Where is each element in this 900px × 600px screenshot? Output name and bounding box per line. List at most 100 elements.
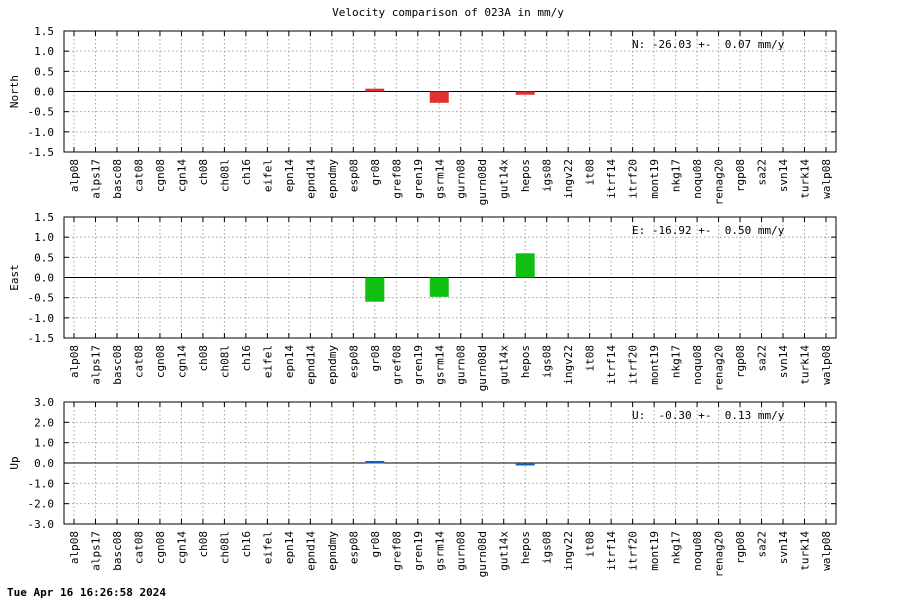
category-label-it08: it08 xyxy=(584,159,597,186)
category-label-alp08: alp08 xyxy=(68,159,81,192)
category-label-eifel: eifel xyxy=(261,159,274,192)
category-label-gsrm14: gsrm14 xyxy=(433,345,446,385)
category-label-hepos: hepos xyxy=(519,531,532,564)
category-label-renag20: renag20 xyxy=(713,531,726,577)
ylabel-east: East xyxy=(8,264,21,291)
category-label-renag20: renag20 xyxy=(713,159,726,205)
category-label-gr08: gr08 xyxy=(369,159,382,186)
ytick-label: 1.0 xyxy=(34,231,54,244)
category-label-walp08: walp08 xyxy=(820,345,833,385)
category-label-alp08: alp08 xyxy=(68,531,81,564)
category-label-itrf20: itrf20 xyxy=(627,345,640,385)
category-label-igs08: igs08 xyxy=(541,531,554,564)
ytick-label: 0.0 xyxy=(34,86,54,99)
category-label-alps17: alps17 xyxy=(89,159,102,199)
category-label-ch16: ch16 xyxy=(240,531,253,558)
category-label-gurn08: gurn08 xyxy=(455,531,468,571)
annotation-north: N: -26.03 +- 0.07 mm/y xyxy=(632,38,785,51)
ytick-label: 0.5 xyxy=(34,65,54,78)
category-label-gr08: gr08 xyxy=(369,345,382,372)
category-label-sa22: sa22 xyxy=(756,345,769,372)
category-label-itrf20: itrf20 xyxy=(627,531,640,571)
category-label-noqu08: noqu08 xyxy=(691,159,704,199)
category-label-gref08: gref08 xyxy=(390,531,403,571)
category-label-mont19: mont19 xyxy=(648,159,661,199)
category-label-nkg17: nkg17 xyxy=(670,531,683,564)
bar-gsrm14 xyxy=(430,278,449,297)
category-label-gsrm14: gsrm14 xyxy=(433,531,446,571)
category-label-eifel: eifel xyxy=(261,531,274,564)
category-label-gr08: gr08 xyxy=(369,531,382,558)
category-label-cgn14: cgn14 xyxy=(175,531,188,564)
ytick-label: -1.5 xyxy=(28,146,55,159)
category-label-gut14x: gut14x xyxy=(498,531,511,571)
category-label-rgp08: rgp08 xyxy=(734,345,747,378)
category-label-epnd14: epnd14 xyxy=(304,159,317,199)
ylabel-up: Up xyxy=(8,456,21,469)
ytick-label: 2.0 xyxy=(34,416,54,429)
chart-title: Velocity comparison of 023A in mm/y xyxy=(332,6,564,19)
category-label-basc08: basc08 xyxy=(111,159,124,199)
ytick-label: 1.5 xyxy=(34,211,54,224)
category-label-cgn08: cgn08 xyxy=(154,345,167,378)
category-label-igs08: igs08 xyxy=(541,345,554,378)
category-label-cgn14: cgn14 xyxy=(175,159,188,192)
category-label-hepos: hepos xyxy=(519,159,532,192)
category-label-mont19: mont19 xyxy=(648,345,661,385)
category-label-walp08: walp08 xyxy=(820,159,833,199)
category-label-alps17: alps17 xyxy=(89,531,102,571)
category-label-sa22: sa22 xyxy=(756,159,769,186)
category-label-sa22: sa22 xyxy=(756,531,769,558)
chart-panels: 1.5 1.0 0.5 0.0 -0.5 -1.0 -1.5 alp08 alps17 basc0… xyxy=(8,25,836,577)
category-label-hepos: hepos xyxy=(519,345,532,378)
category-label-ch08l: ch08l xyxy=(218,531,231,564)
annotation-east: E: -16.92 +- 0.50 mm/y xyxy=(632,224,785,237)
category-label-ch08: ch08 xyxy=(197,531,210,558)
category-label-noqu08: noqu08 xyxy=(691,531,704,571)
category-label-epndmy: epndmy xyxy=(326,159,339,199)
category-label-itrf14: itrf14 xyxy=(605,345,618,385)
category-label-cgn14: cgn14 xyxy=(175,345,188,378)
category-label-ch08l: ch08l xyxy=(218,159,231,192)
category-label-epndmy: epndmy xyxy=(326,531,339,571)
ytick-label: -2.0 xyxy=(28,498,55,511)
category-label-cgn08: cgn08 xyxy=(154,159,167,192)
category-label-rgp08: rgp08 xyxy=(734,531,747,564)
category-label-gurn08d: gurn08d xyxy=(476,531,489,577)
category-label-ch08: ch08 xyxy=(197,345,210,372)
category-label-gref08: gref08 xyxy=(390,345,403,385)
category-label-gurn08d: gurn08d xyxy=(476,159,489,205)
category-label-ch16: ch16 xyxy=(240,159,253,186)
ytick-label: -0.5 xyxy=(28,292,55,305)
category-label-gurn08d: gurn08d xyxy=(476,345,489,391)
category-label-nkg17: nkg17 xyxy=(670,159,683,192)
category-label-gren19: gren19 xyxy=(412,531,425,571)
category-label-itrf14: itrf14 xyxy=(605,159,618,199)
category-label-basc08: basc08 xyxy=(111,345,124,385)
ytick-label: -1.0 xyxy=(28,477,55,490)
bar-gr08 xyxy=(365,89,384,92)
category-label-noqu08: noqu08 xyxy=(691,345,704,385)
category-label-epnd14: epnd14 xyxy=(304,531,317,571)
ytick-label: -1.0 xyxy=(28,126,55,139)
category-label-gren19: gren19 xyxy=(412,159,425,199)
panel-up: 3.0 2.0 1.0 0.0 -1.0 -2.0 -3.0 alp08 alps17 basc0… xyxy=(8,396,836,577)
category-label-epn14: epn14 xyxy=(283,345,296,378)
category-label-gut14x: gut14x xyxy=(498,159,511,199)
category-label-it08: it08 xyxy=(584,345,597,372)
category-label-turk14: turk14 xyxy=(799,159,812,199)
ytick-label: -1.0 xyxy=(28,312,55,325)
ytick-label: 1.0 xyxy=(34,45,54,58)
category-label-alp08: alp08 xyxy=(68,345,81,378)
category-label-gref08: gref08 xyxy=(390,159,403,199)
category-label-gut14x: gut14x xyxy=(498,345,511,385)
category-label-esp08: esp08 xyxy=(347,345,360,378)
panel-east: 1.5 1.0 0.5 0.0 -0.5 -1.0 -1.5 alp08 alps17 basc0… xyxy=(8,211,836,391)
category-label-rgp08: rgp08 xyxy=(734,159,747,192)
ytick-label: 0.5 xyxy=(34,251,54,264)
category-label-gren19: gren19 xyxy=(412,345,425,385)
category-label-turk14: turk14 xyxy=(799,345,812,385)
bar-hepos xyxy=(516,253,535,277)
category-label-nkg17: nkg17 xyxy=(670,345,683,378)
